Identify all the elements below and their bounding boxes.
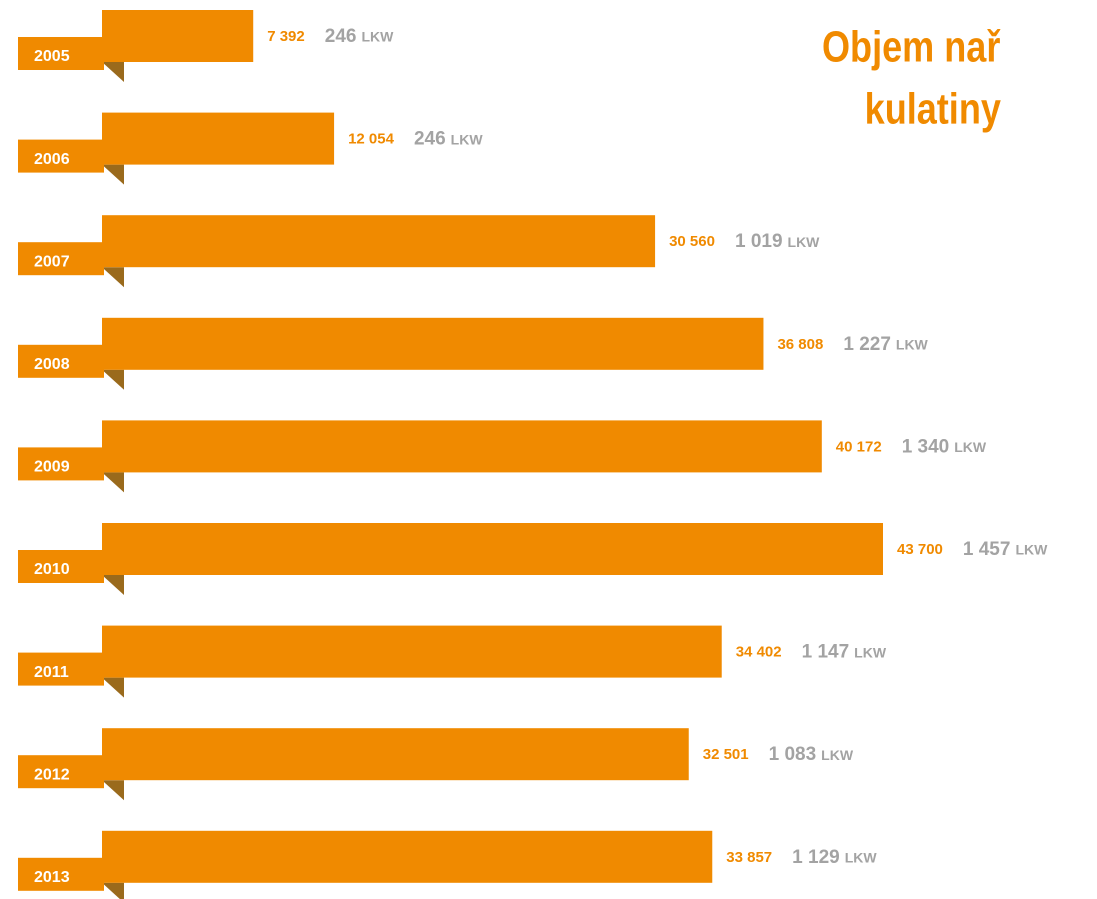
fold bbox=[102, 780, 124, 801]
fold bbox=[102, 575, 124, 595]
fold bbox=[102, 369, 124, 390]
category-label: 2008 bbox=[34, 356, 70, 373]
truck-label: 1 340 bbox=[902, 436, 950, 457]
unit-label: LKW bbox=[954, 439, 987, 455]
value-label: 33 857 bbox=[726, 849, 772, 866]
truck-label: 246 bbox=[325, 26, 357, 47]
category-label: 2009 bbox=[34, 459, 70, 476]
value-label: 34 402 bbox=[736, 644, 782, 661]
bar bbox=[102, 728, 689, 781]
unit-label: LKW bbox=[854, 644, 887, 660]
chart-title: kulatiny bbox=[865, 84, 1002, 133]
truck-label: 1 457 bbox=[963, 539, 1011, 560]
truck-label: 1 227 bbox=[843, 334, 891, 355]
value-label: 40 172 bbox=[836, 438, 882, 455]
year-tab bbox=[18, 344, 104, 378]
value-label: 43 700 bbox=[897, 541, 943, 558]
year-tab bbox=[18, 857, 104, 891]
unit-label: LKW bbox=[845, 850, 878, 866]
category-label: 2011 bbox=[34, 664, 69, 681]
unit-label: LKW bbox=[788, 234, 821, 250]
bar bbox=[102, 10, 254, 62]
bar bbox=[102, 112, 335, 165]
value-label: 7 392 bbox=[267, 28, 305, 45]
value-label: 32 501 bbox=[703, 746, 749, 763]
bar bbox=[102, 317, 764, 370]
unit-label: LKW bbox=[1015, 542, 1048, 558]
category-label: 2013 bbox=[34, 869, 70, 886]
bar bbox=[102, 830, 713, 883]
year-tab bbox=[18, 242, 104, 276]
year-tab bbox=[18, 139, 104, 173]
fold bbox=[102, 267, 124, 288]
fold bbox=[102, 882, 124, 899]
truck-label: 1 129 bbox=[792, 847, 840, 868]
year-tab bbox=[18, 37, 104, 70]
value-label: 12 054 bbox=[348, 131, 395, 148]
bar bbox=[102, 625, 722, 678]
truck-label: 1 019 bbox=[735, 231, 783, 252]
fold bbox=[102, 472, 124, 493]
category-label: 2006 bbox=[34, 151, 70, 168]
truck-label: 246 bbox=[414, 129, 446, 150]
fold bbox=[102, 677, 124, 698]
truck-label: 1 147 bbox=[802, 642, 850, 663]
value-label: 30 560 bbox=[669, 233, 715, 250]
year-tab bbox=[18, 652, 104, 686]
unit-label: LKW bbox=[896, 337, 929, 353]
bar bbox=[102, 215, 656, 268]
fold bbox=[102, 62, 124, 82]
category-label: 2005 bbox=[34, 48, 70, 65]
year-tab bbox=[18, 550, 104, 583]
category-label: 2012 bbox=[34, 766, 70, 783]
year-tab bbox=[18, 447, 104, 481]
category-label: 2007 bbox=[34, 253, 70, 270]
fold bbox=[102, 164, 124, 185]
unit-label: LKW bbox=[361, 29, 394, 45]
year-tab bbox=[18, 755, 104, 789]
unit-label: LKW bbox=[821, 747, 854, 763]
chart-title: Objem nař bbox=[822, 22, 1001, 71]
unit-label: LKW bbox=[451, 131, 484, 147]
title-group: Objem nař kulatiny bbox=[822, 22, 1001, 133]
bar bbox=[102, 420, 822, 473]
value-label: 36 808 bbox=[777, 336, 823, 353]
truck-label: 1 083 bbox=[769, 744, 817, 765]
bar bbox=[102, 523, 883, 575]
category-label: 2010 bbox=[34, 561, 70, 578]
